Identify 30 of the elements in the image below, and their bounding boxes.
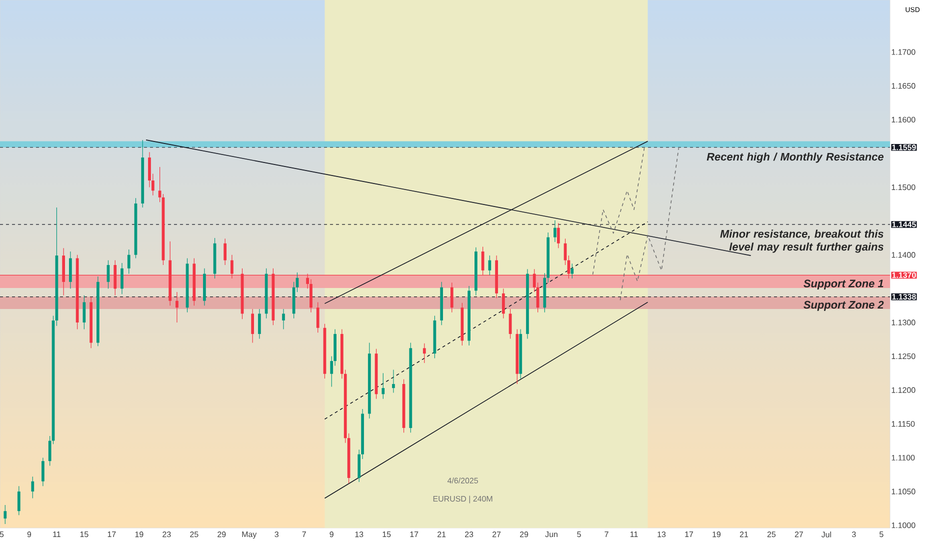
candlestick [4, 504, 7, 524]
candlestick [224, 238, 227, 266]
candlestick [127, 249, 130, 274]
line-series [592, 148, 645, 275]
candlestick [316, 302, 320, 333]
candlestick [258, 308, 261, 340]
candlestick [570, 263, 574, 279]
ref-line-label: Recent high / Monthly Resistance [706, 152, 884, 163]
ref-line-label: Minor resistance, breakout this level may result further gains [720, 230, 884, 253]
candlestick [392, 370, 395, 394]
band-label: Support Zone 1 [804, 280, 884, 290]
candlestick [120, 262, 124, 294]
candlestick [31, 476, 34, 499]
candlestick [82, 295, 86, 330]
line-series [620, 148, 680, 301]
candlestick [554, 220, 556, 242]
candlestick [282, 308, 285, 330]
candlestick [488, 255, 492, 276]
candlestick [422, 343, 426, 364]
candlestick [251, 308, 254, 344]
candlestick [382, 372, 385, 400]
candlestick [42, 457, 44, 486]
candlestick [158, 166, 162, 202]
band-label: Support Zone 2 [804, 300, 884, 311]
candlestick [176, 292, 178, 323]
candlestick [450, 282, 454, 313]
candlestick [69, 251, 72, 289]
candlestick [17, 486, 20, 516]
candlestick [556, 222, 560, 248]
candlestick [502, 288, 505, 319]
